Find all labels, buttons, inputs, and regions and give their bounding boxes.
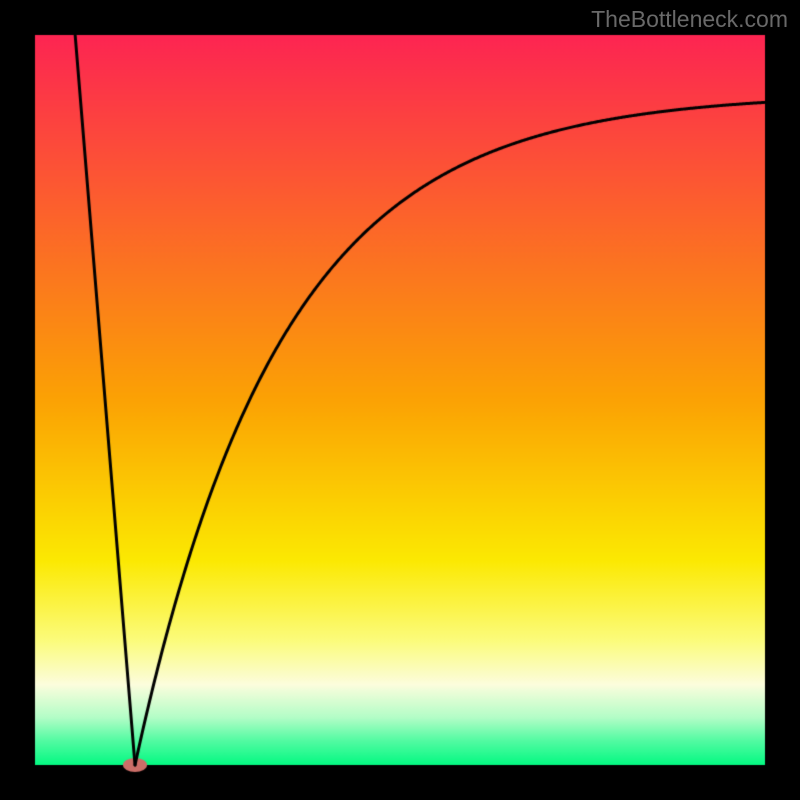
- bottleneck-curve: [0, 0, 800, 800]
- chart-frame: TheBottleneck.com: [0, 0, 800, 800]
- watermark-text: TheBottleneck.com: [591, 6, 788, 33]
